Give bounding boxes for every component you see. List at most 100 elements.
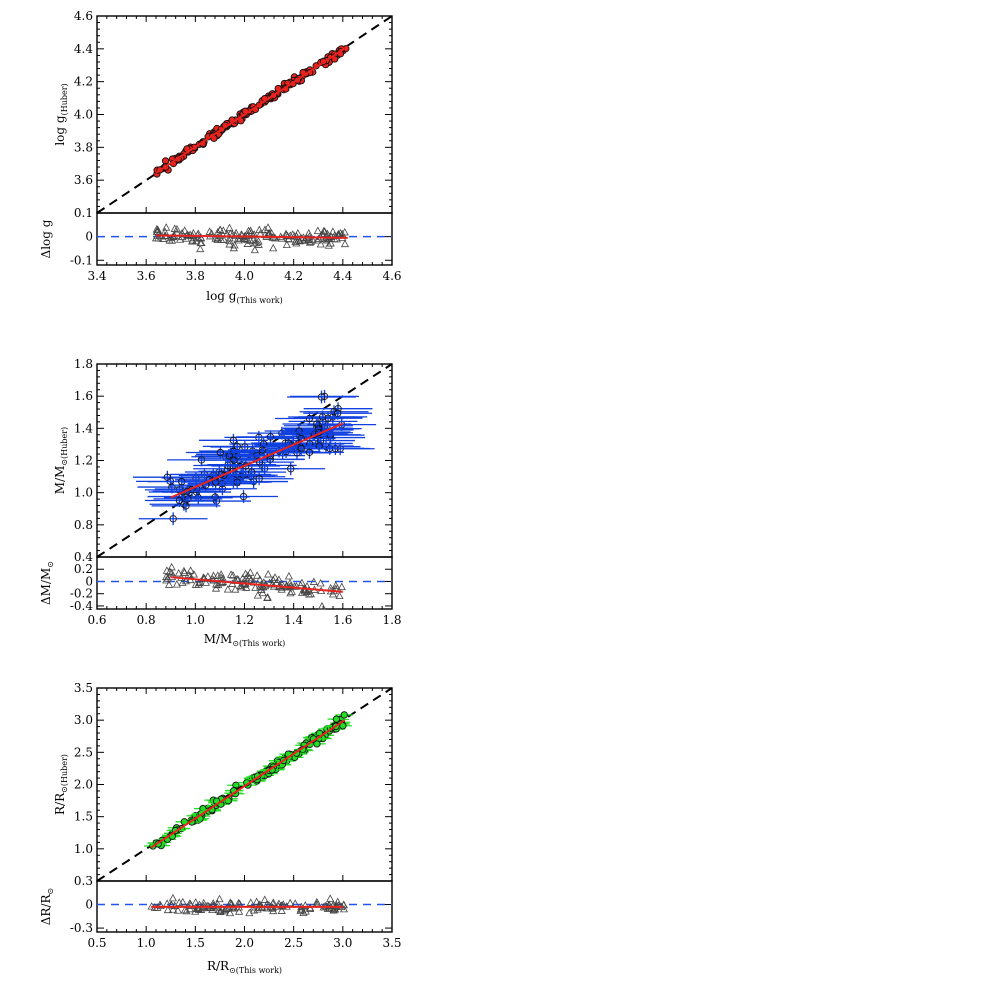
residual-marker	[168, 236, 177, 244]
residual-marker	[189, 570, 199, 578]
x-tick-label: 2.0	[235, 936, 254, 950]
residual-marker	[257, 582, 266, 591]
residual-marker	[211, 584, 221, 592]
residual-marker	[167, 562, 176, 571]
fit-line	[155, 45, 349, 174]
y-tick-label: 1.6	[74, 389, 93, 403]
y-tick-label: 1.4	[74, 421, 93, 435]
residual-marker	[163, 905, 172, 914]
residual-marker	[332, 234, 341, 243]
residual-marker	[226, 898, 235, 906]
x-tick-label: 1.5	[186, 936, 205, 950]
residual-marker	[258, 588, 267, 597]
residual-marker	[305, 238, 315, 246]
x-tick-label: 1.0	[137, 936, 156, 950]
residual-marker	[306, 237, 316, 245]
data-point	[313, 740, 321, 748]
residual-marker	[253, 571, 262, 579]
residual-marker	[168, 893, 177, 902]
panel-mass: 0.6 0.8 1.0 1.2 1.4 1.6 1.8 0.8 1.0 1.2 1.4 1.6 1.8 -…	[39, 357, 402, 648]
x-tick-label: 1.8	[382, 613, 401, 627]
x-axis-label: log g(This work)	[206, 289, 283, 305]
residual-marker	[339, 904, 349, 913]
residual-marker	[199, 898, 208, 907]
residual-marker	[246, 898, 255, 906]
residual-marker	[263, 223, 273, 231]
residual-marker	[298, 905, 307, 913]
residual-marker	[260, 895, 269, 903]
y-tick-label: 4.2	[74, 75, 93, 89]
x-tick-label: 1.0	[186, 613, 205, 627]
residual-marker	[277, 901, 286, 909]
res-y-tick-label: -0.4	[70, 599, 94, 613]
residual-marker	[208, 905, 217, 914]
residual-marker	[231, 585, 240, 593]
x-axis-label-subscript: (This work)	[236, 296, 282, 305]
residual-marker	[323, 904, 332, 912]
x-tick-label: 2.5	[284, 936, 303, 950]
residual-marker	[252, 897, 261, 905]
residual-marker	[263, 593, 272, 601]
y-tick-label: 1.5	[74, 810, 93, 824]
residual-marker	[165, 567, 174, 575]
x-tick-label: 1.4	[284, 613, 303, 627]
residual-marker	[326, 894, 335, 902]
x-tick-label: 1.2	[235, 613, 254, 627]
fit-line	[170, 422, 344, 499]
residual-marker	[215, 905, 224, 914]
data-point	[313, 420, 321, 428]
residual-marker	[316, 579, 325, 587]
residual-marker	[225, 908, 235, 917]
residual-marker	[181, 576, 191, 585]
y-tick-label: 1.0	[74, 486, 93, 500]
residual-marker	[245, 573, 254, 582]
y-tick-label: 1.2	[74, 454, 93, 468]
residual-marker	[225, 223, 234, 232]
x-tick-label: 4.4	[333, 269, 352, 283]
residual-marker	[169, 905, 178, 913]
x-axis-label-subscript: ⊙(This work)	[229, 966, 282, 975]
x-tick-label: 0.6	[87, 613, 106, 627]
residual-axis-label: Δlog g	[39, 219, 53, 258]
y-tick-label: 3.8	[74, 140, 93, 154]
residual-marker	[240, 234, 249, 242]
residual-marker	[269, 243, 278, 252]
x-tick-label: 3.0	[333, 936, 352, 950]
data-point	[169, 515, 177, 523]
residual-axis-label: ΔR/R⊙	[39, 888, 55, 925]
residual-marker	[162, 572, 171, 581]
residual-marker	[217, 235, 226, 243]
residual-marker	[151, 233, 161, 242]
residual-marker	[172, 225, 182, 233]
residual-marker	[286, 898, 295, 907]
y-tick-label: 3.5	[74, 681, 93, 695]
residual-marker	[205, 227, 214, 235]
residual-marker	[203, 572, 212, 580]
y-tick-label: 4.0	[74, 108, 93, 122]
y-tick-label: 1.0	[74, 842, 93, 856]
residual-marker	[197, 238, 206, 247]
residual-marker	[230, 240, 239, 249]
x-axis-label: R/R⊙(This work)	[207, 959, 282, 975]
x-tick-label: 4.6	[382, 269, 401, 283]
y-tick-label: 4.6	[74, 9, 93, 23]
y-axis-label-subscript: ⊙(Huber)	[60, 754, 69, 793]
residual-marker	[191, 580, 200, 588]
residual-marker	[298, 588, 307, 596]
residual-marker	[319, 226, 328, 235]
y-tick-label: 3.6	[74, 173, 93, 187]
x-tick-label: 4.2	[284, 269, 303, 283]
residual-marker	[244, 226, 253, 234]
res-y-tick-label: -0.2	[70, 587, 93, 601]
residual-marker	[196, 244, 205, 253]
y-axis-label-subscript: ⊙(Huber)	[60, 427, 69, 466]
res-y-tick-label: -0.3	[70, 921, 93, 935]
x-tick-label: 0.8	[137, 613, 156, 627]
data-point	[266, 433, 275, 441]
y-tick-label: 1.8	[74, 357, 93, 371]
residual-marker	[223, 585, 232, 593]
panel-logg: 3.4 3.6 3.8 4.0 4.2 4.4 4.6 3.6 3.8 4.0 4.2 4.4 4.6 -…	[39, 9, 402, 305]
residual-marker	[301, 901, 310, 909]
residual-marker	[328, 227, 337, 235]
y-axis-label: log g(Huber)	[53, 83, 69, 145]
